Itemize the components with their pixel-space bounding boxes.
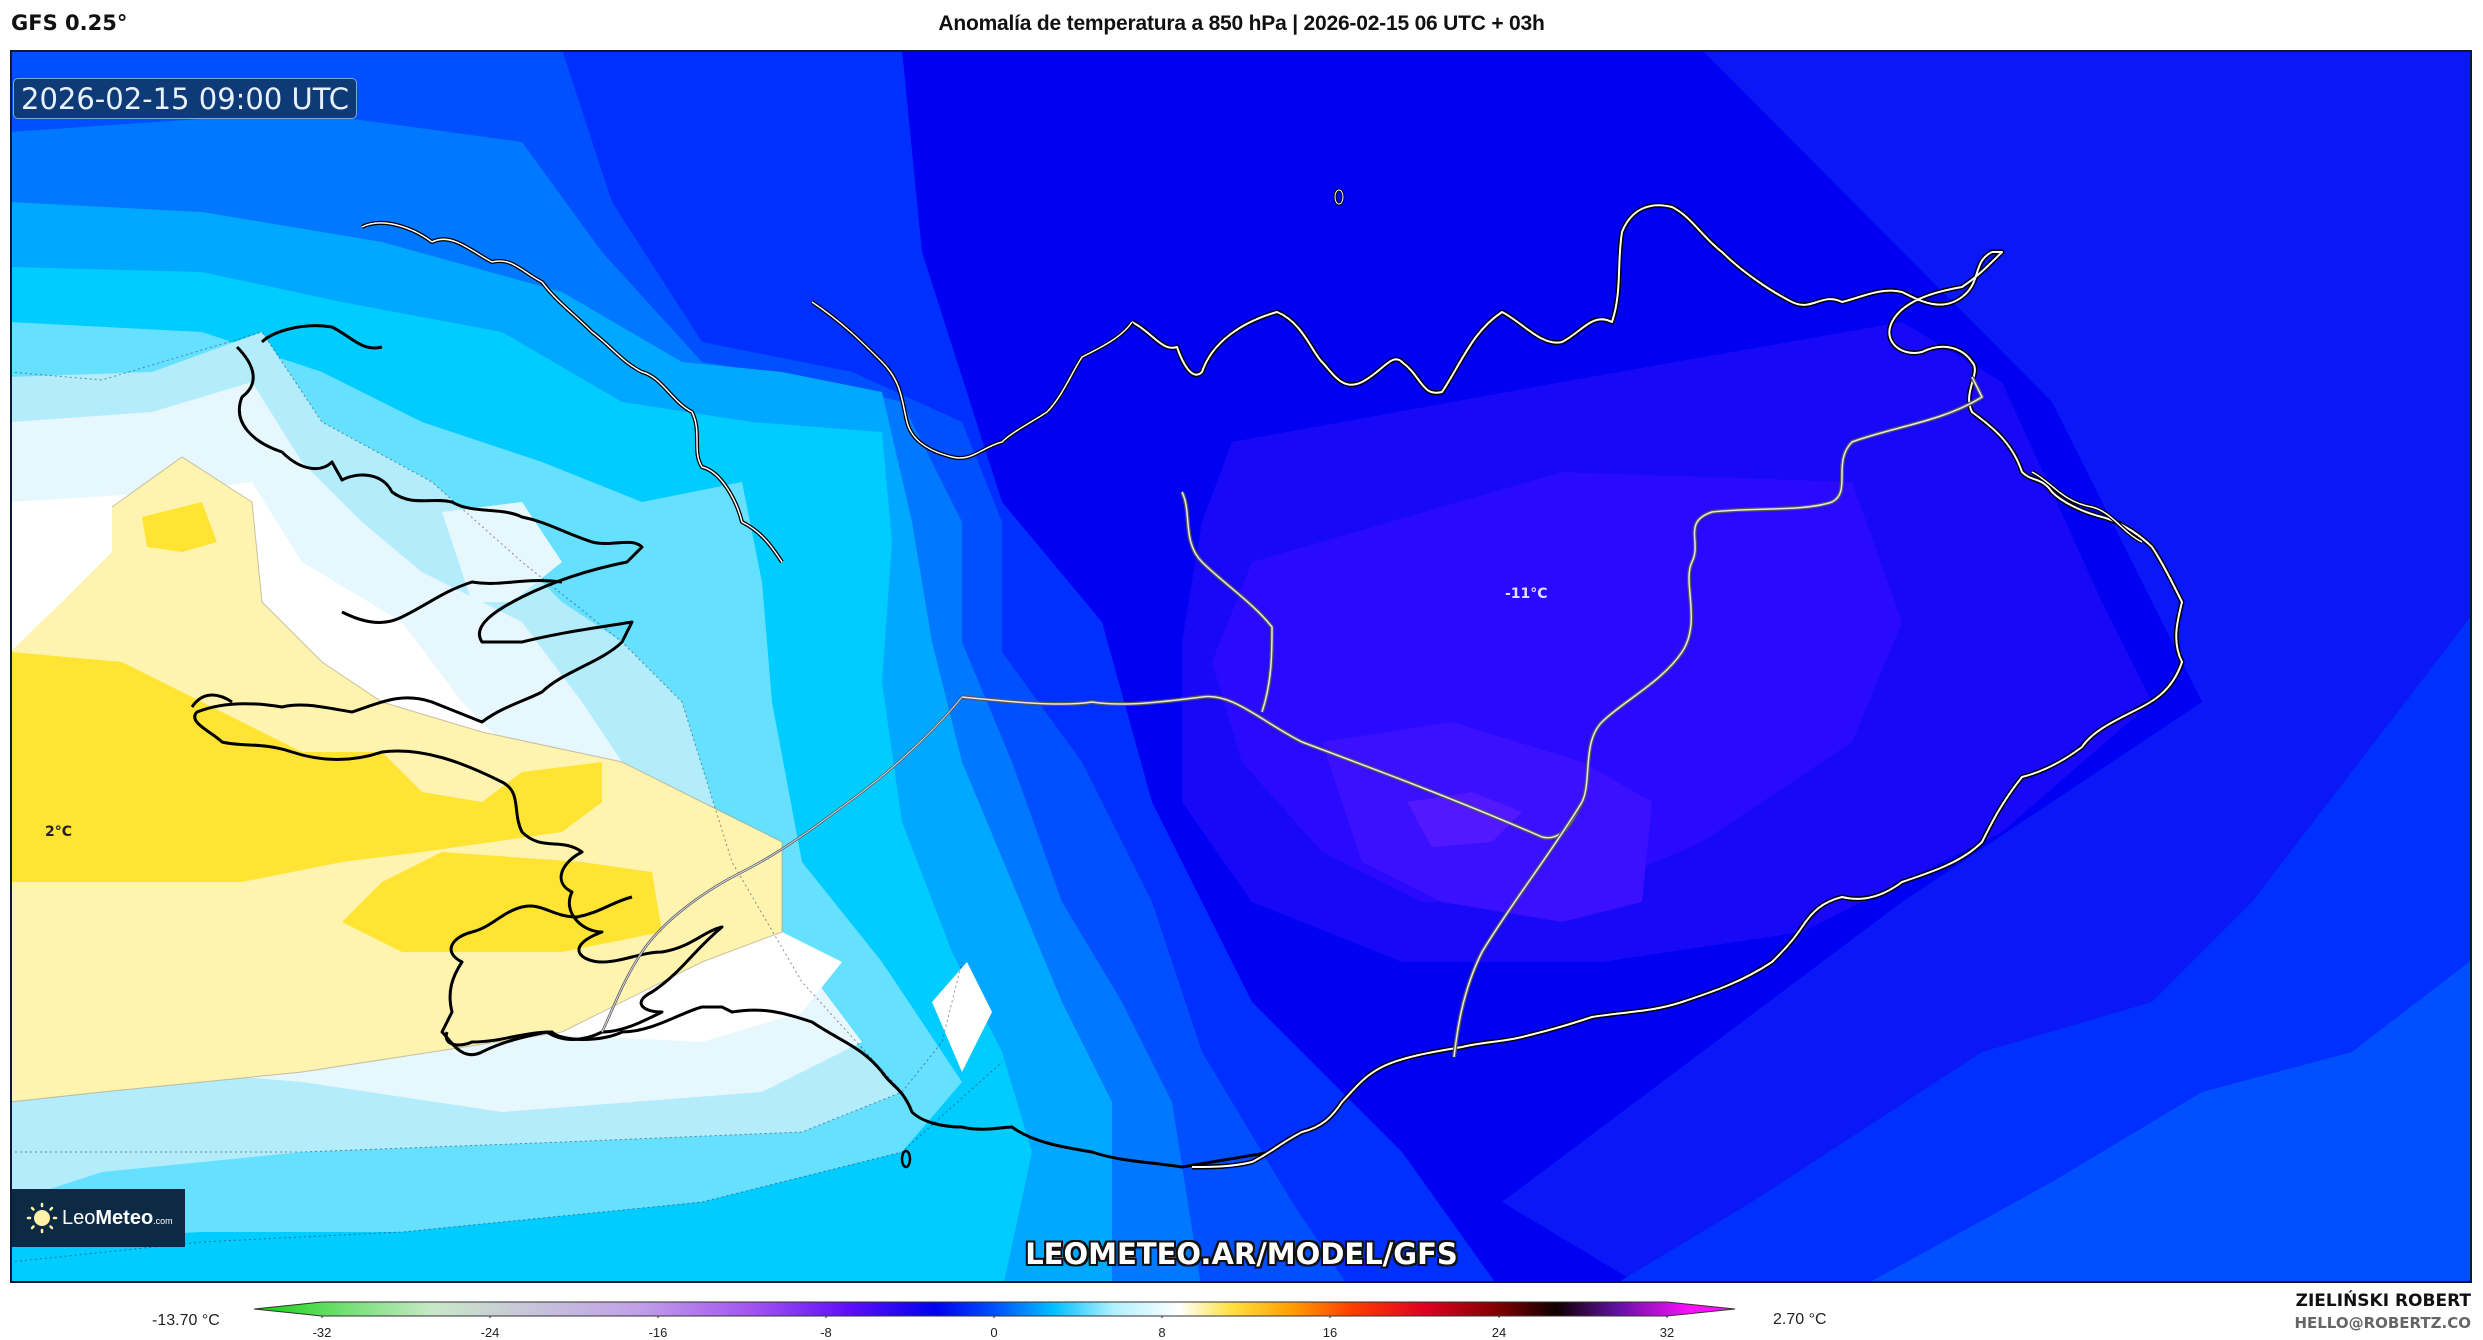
author-email[interactable]: HELLO@ROBERTZ.CO [2294, 1314, 2471, 1332]
colorbar-tick: 32 [1659, 1325, 1675, 1340]
author-name: ZIELIŃSKI ROBERT [2295, 1291, 2471, 1311]
watermark-url: LEOMETEO.AR/MODEL/GFS [1025, 1237, 1458, 1271]
map-title: Anomalía de temperatura a 850 hPa | 2026… [938, 12, 1545, 35]
colorbar-min-label: -13.70 °C [152, 1312, 220, 1329]
valid-time-badge: 2026-02-15 09:00 UTC [13, 78, 358, 119]
colorbar-tick: 24 [1491, 1325, 1507, 1340]
colorbar-tick: -32 [312, 1325, 332, 1340]
field-label-min: -11°C [1505, 586, 1548, 602]
colorbar-tick: -24 [480, 1325, 500, 1340]
colorbar [254, 1301, 1736, 1318]
colorbar-tick: 0 [990, 1325, 998, 1340]
leometeo-logo[interactable]: LeoMeteo.com [12, 1189, 185, 1247]
model-label: GFS 0.25° [11, 11, 128, 35]
colorbar-tick: 8 [1158, 1325, 1166, 1340]
colorbar-max-label: 2.70 °C [1773, 1311, 1827, 1328]
logo-text: LeoMeteo.com [62, 1206, 173, 1229]
field-label-max: 2°C [45, 824, 73, 840]
temperature-anomaly-map[interactable]: -11°C 2°C [10, 50, 2472, 1283]
contour-field [12, 52, 2470, 1281]
colorbar-tick: -16 [648, 1325, 668, 1340]
sun-icon [26, 1202, 58, 1234]
colorbar-tick: 16 [1322, 1325, 1338, 1340]
colorbar-tick: -8 [820, 1325, 832, 1340]
